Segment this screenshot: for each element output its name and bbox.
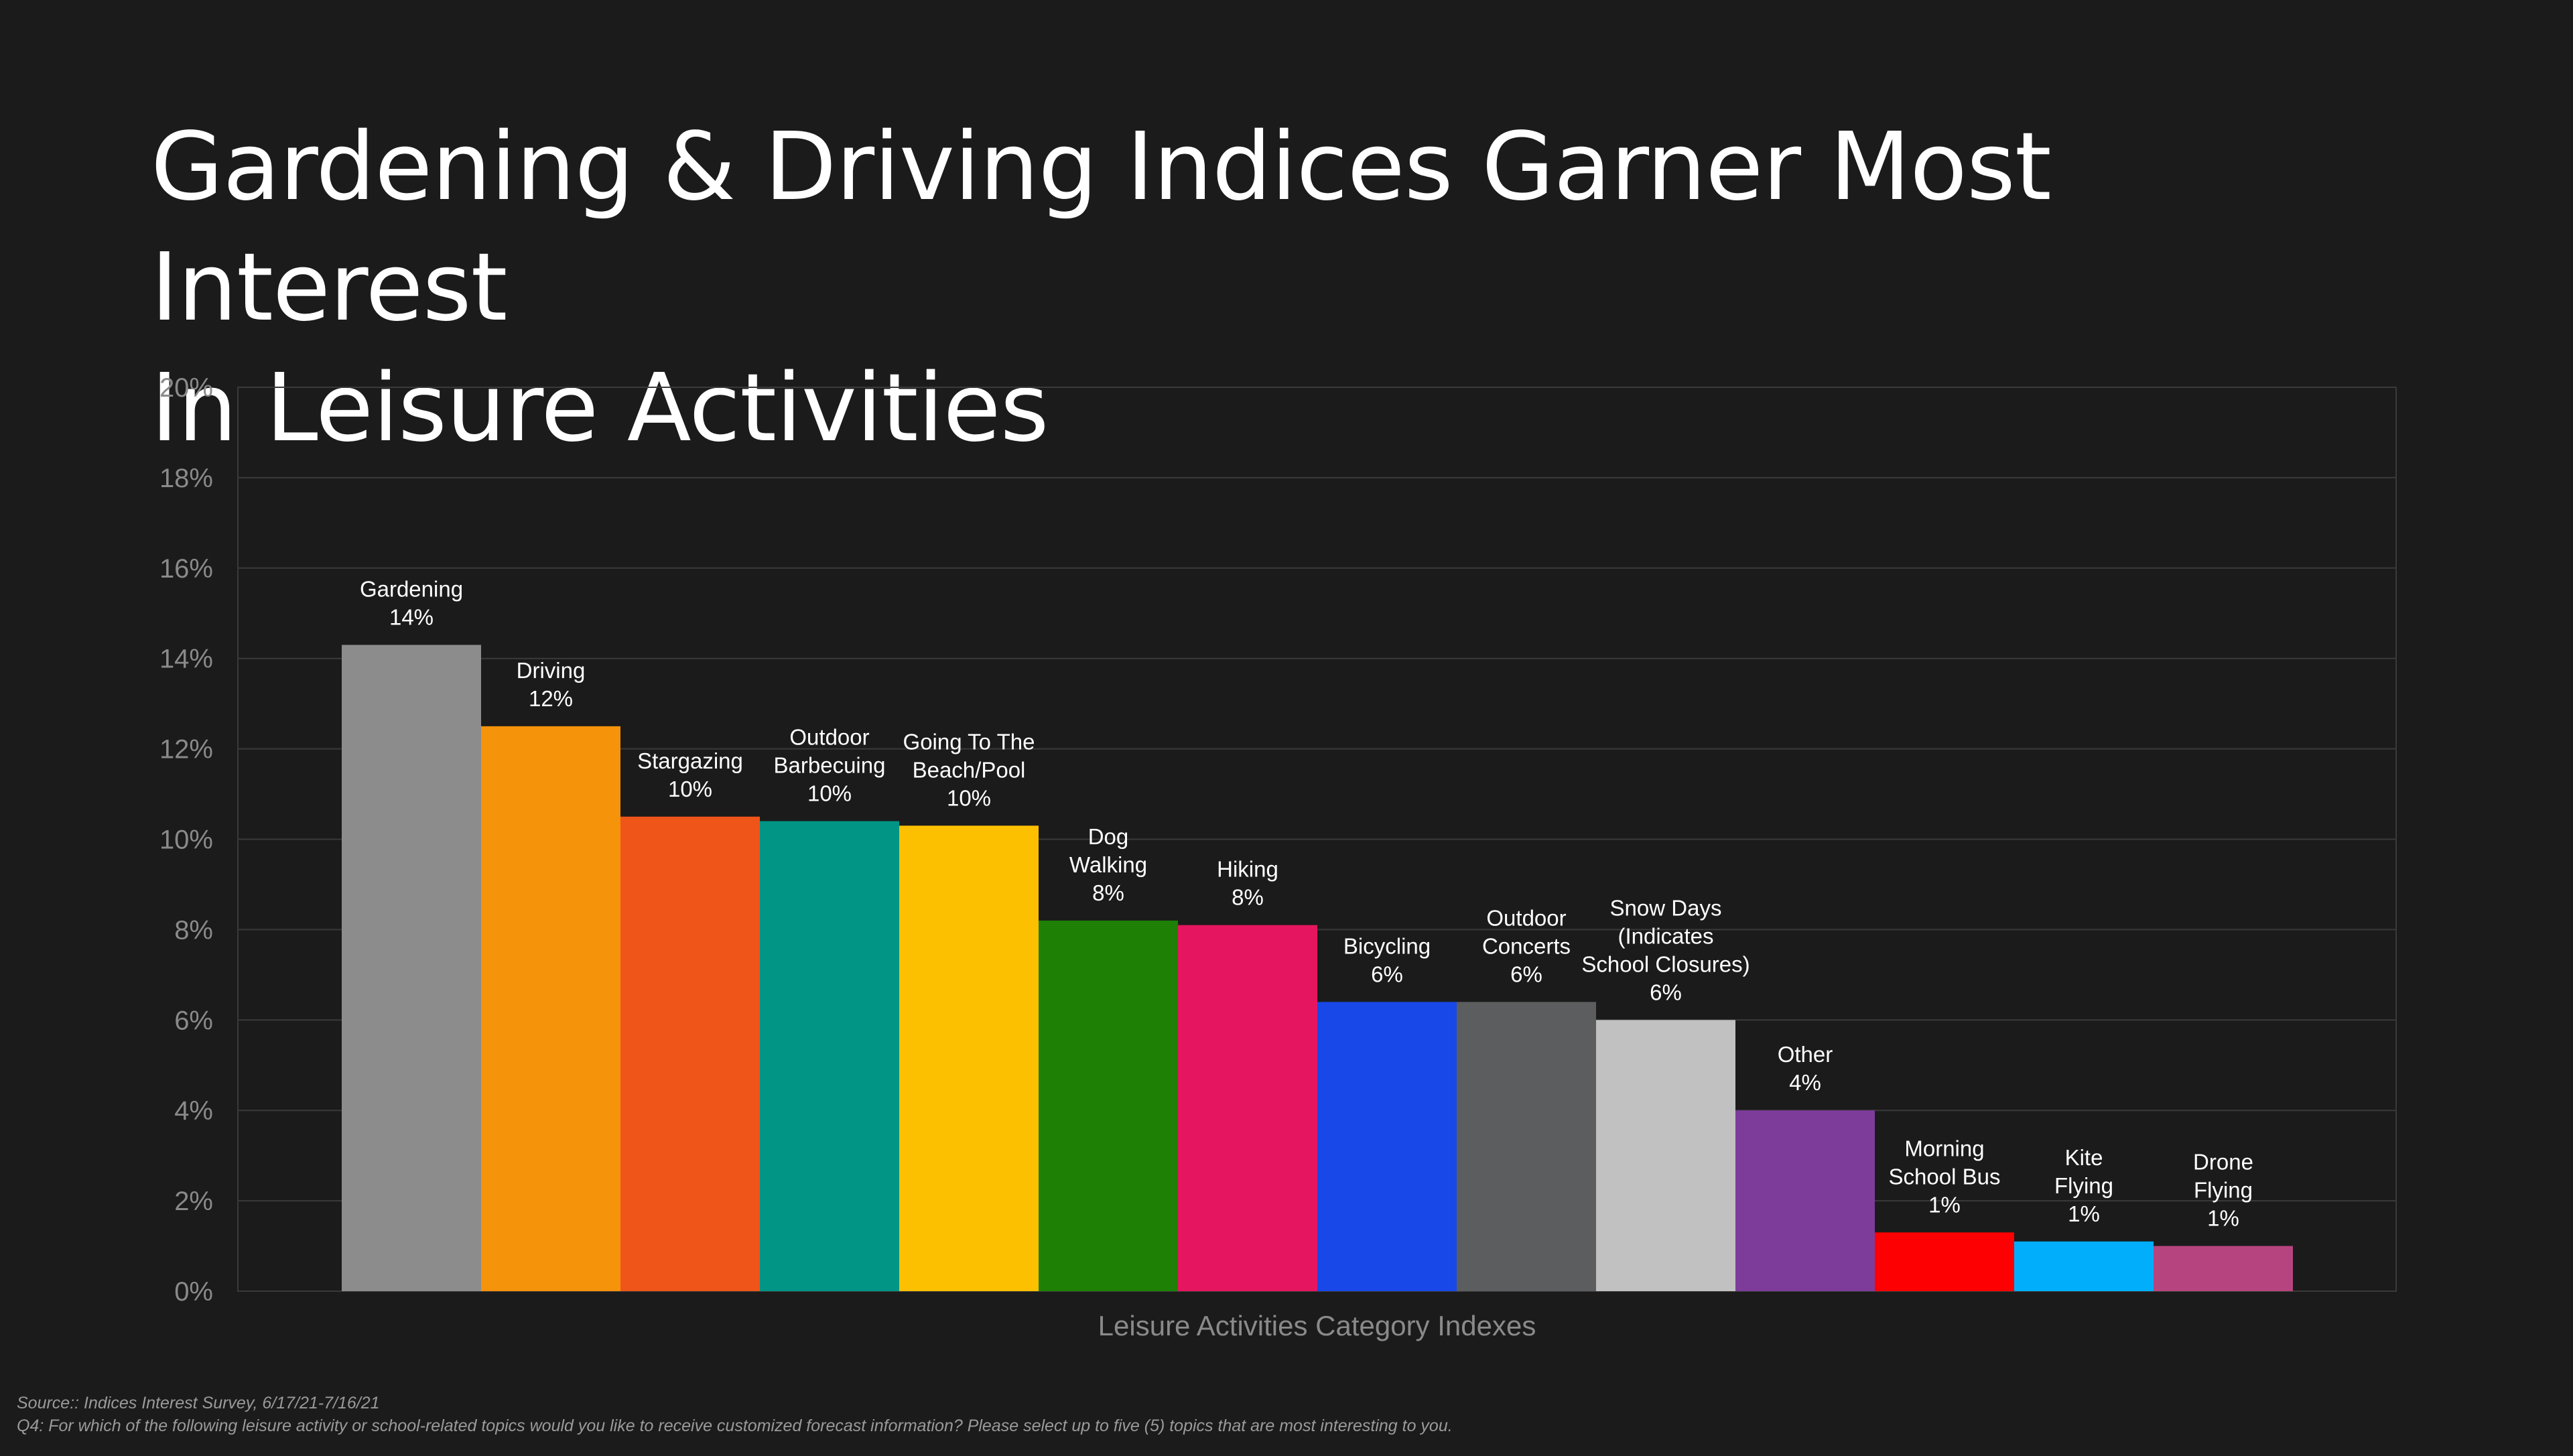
- bar-data-label: Kite Flying 1%: [2054, 1145, 2113, 1226]
- bar: [1875, 1232, 2014, 1291]
- title-line-2: In Leisure Activities: [151, 354, 1049, 463]
- footnote: Source:: Indices Interest Survey, 6/17/2…: [17, 1392, 1453, 1437]
- bar-data-label: Other 4%: [1778, 1042, 1833, 1095]
- bar-data-label: Morning School Bus 1%: [1889, 1136, 2001, 1217]
- y-tick-label: 4%: [174, 1096, 213, 1126]
- bar: [2154, 1246, 2293, 1291]
- bar-data-label: Outdoor Barbecuing 10%: [774, 725, 886, 806]
- page-title: Gardening & Driving Indices Garner Most …: [151, 107, 2429, 469]
- y-tick-label: 2%: [174, 1187, 213, 1216]
- bar-data-label: Bicycling 6%: [1343, 933, 1431, 986]
- bar: [1317, 1002, 1457, 1291]
- bar: [481, 726, 620, 1291]
- bar: [1178, 925, 1317, 1291]
- y-tick-label: 12%: [159, 735, 213, 765]
- data-labels: Gardening 14% Driving 12% Stargazing 10% Outdo…: [360, 576, 2253, 1230]
- bar: [342, 645, 481, 1291]
- title-line-1: Gardening & Driving Indices Garner Most …: [151, 113, 2052, 342]
- x-axis-title: Leisure Activities Category Indexes: [1098, 1310, 1536, 1341]
- bar-data-label: Outdoor Concerts 6%: [1482, 905, 1571, 986]
- y-tick-label: 18%: [159, 464, 213, 493]
- bar-data-label: Driving 12%: [517, 658, 586, 711]
- y-tick-label: 10%: [159, 825, 213, 855]
- bar-data-label: Dog Walking 8%: [1069, 824, 1147, 905]
- bar: [620, 816, 760, 1291]
- bar-data-label: Snow Days (Indicates School Closures) 6%: [1581, 895, 1750, 1004]
- bar: [760, 821, 899, 1291]
- y-tick-label: 14%: [159, 645, 213, 674]
- bar-data-label: Hiking 8%: [1217, 857, 1278, 910]
- bar: [1039, 920, 1178, 1291]
- bar: [1596, 1020, 1735, 1291]
- bar: [2014, 1241, 2154, 1291]
- y-tick-label: 6%: [174, 1006, 213, 1035]
- bar-data-label: Stargazing 10%: [637, 748, 743, 801]
- y-tick-label: 0%: [174, 1277, 213, 1307]
- question-note: Q4: For which of the following leisure a…: [17, 1416, 1453, 1435]
- bar: [1735, 1110, 1875, 1291]
- y-tick-label: 20%: [159, 373, 213, 403]
- y-tick-label: 8%: [174, 915, 213, 945]
- bar: [899, 825, 1039, 1291]
- source-note: Source:: Indices Interest Survey, 6/17/2…: [17, 1394, 380, 1412]
- bar: [1457, 1002, 1596, 1291]
- bar-data-label: Going To The Beach/Pool 10%: [903, 729, 1035, 810]
- bar-data-label: Gardening 14%: [360, 576, 463, 629]
- y-tick-label: 16%: [159, 554, 213, 584]
- y-axis-ticks: 0% 2% 4% 6% 8% 10% 12% 14% 16% 18% 20%: [159, 373, 213, 1307]
- bars: [342, 645, 2293, 1291]
- bar-data-label: Drone Flying 1%: [2193, 1150, 2253, 1231]
